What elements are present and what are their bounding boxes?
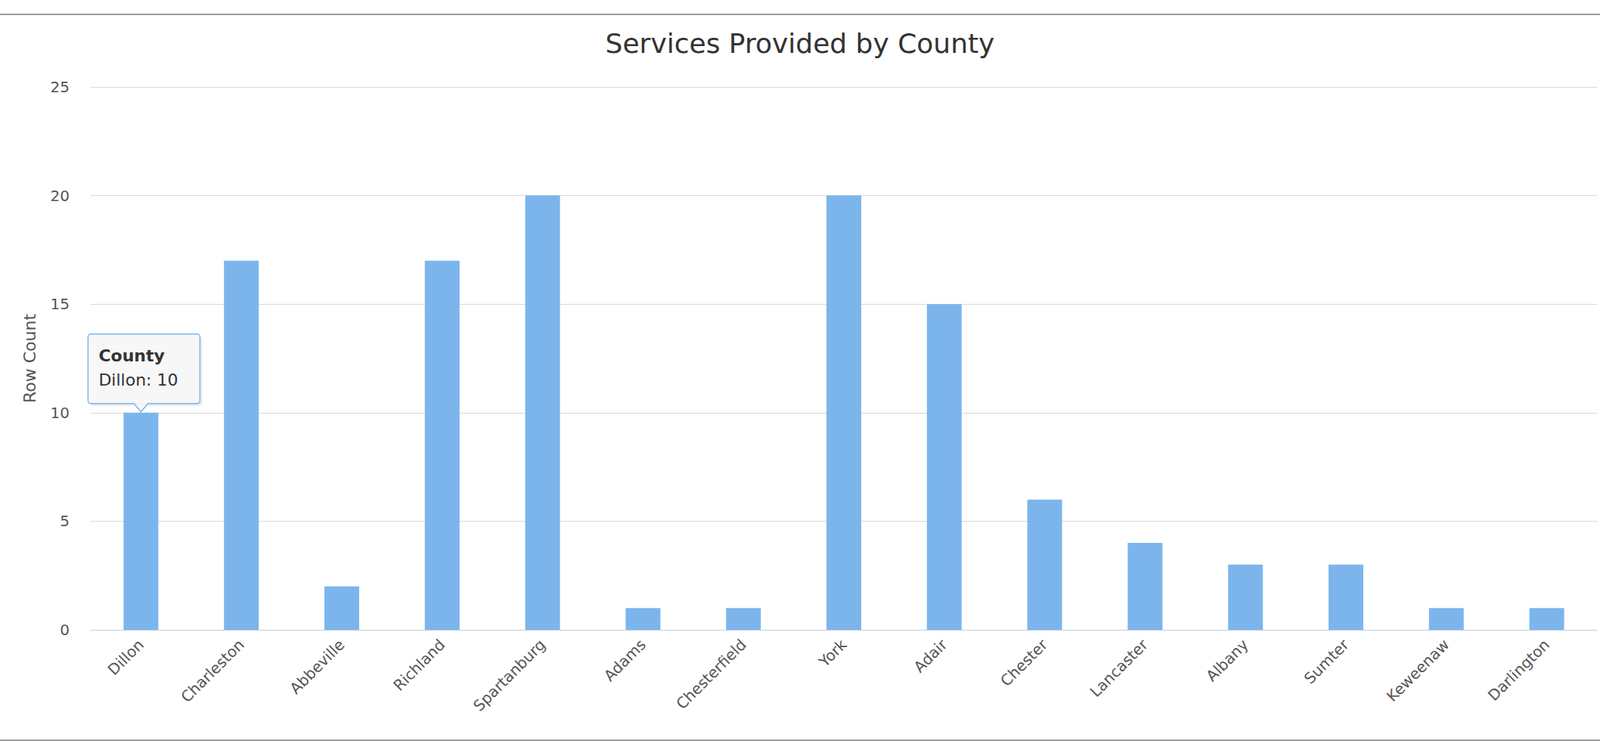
svg-text:York: York (814, 635, 850, 671)
svg-text:Lancaster: Lancaster (1086, 635, 1153, 701)
svg-text:Abbeville: Abbeville (285, 635, 348, 698)
svg-text:0: 0 (59, 620, 70, 639)
svg-text:Adams: Adams (600, 635, 650, 686)
svg-text:20: 20 (50, 186, 70, 205)
svg-text:Albany: Albany (1202, 635, 1253, 686)
svg-text:15: 15 (50, 294, 70, 314)
svg-text:Row Count: Row Count (20, 313, 40, 404)
svg-text:Sumter: Sumter (1300, 635, 1353, 688)
svg-text:County: County (98, 346, 165, 366)
svg-text:Chesterfield: Chesterfield (672, 635, 750, 714)
svg-text:Darlington: Darlington (1484, 635, 1554, 705)
svg-text:Keweenaw: Keweenaw (1382, 635, 1453, 706)
svg-text:Richland: Richland (389, 635, 449, 695)
svg-text:Dillon: Dillon (104, 635, 148, 680)
svg-text:Dillon: 10: Dillon: 10 (98, 370, 178, 390)
svg-text:25: 25 (50, 77, 70, 97)
svg-text:10: 10 (50, 403, 70, 422)
svg-text:Adair: Adair (910, 635, 952, 676)
svg-text:Services Provided by County: Services Provided by County (605, 27, 996, 59)
svg-text:Charleston: Charleston (176, 635, 248, 707)
svg-text:Chester: Chester (996, 635, 1052, 690)
svg-text:5: 5 (59, 511, 70, 531)
svg-text:Spartanburg: Spartanburg (469, 635, 549, 716)
